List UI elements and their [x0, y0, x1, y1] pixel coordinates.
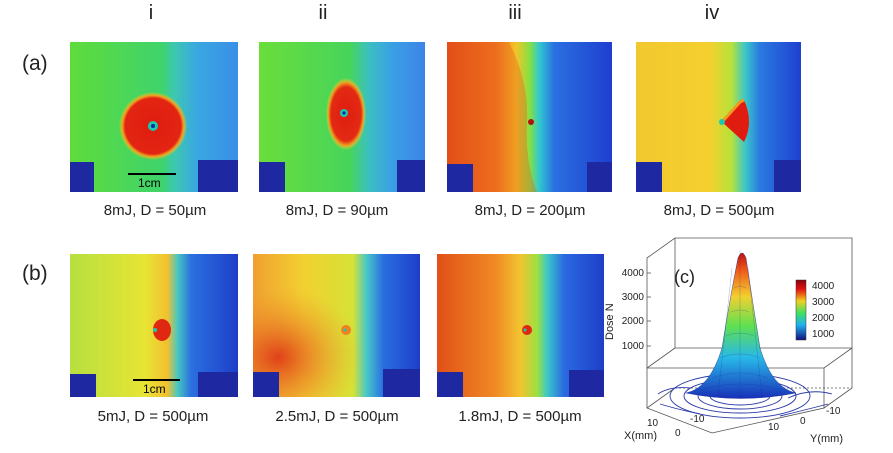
scale-bar-b: [133, 379, 180, 381]
heatmap-panel-b-i: [70, 254, 238, 397]
caption-b-i: 5mJ, D = 500µm: [97, 408, 209, 425]
surface-peak: [685, 252, 797, 399]
column-header-iv: iv: [704, 2, 720, 24]
y-tick-label: 10: [768, 422, 780, 433]
heatmap-panel-a-iii: [447, 42, 612, 192]
scale-bar-label: 1cm: [138, 176, 161, 190]
z-axis-label: Dose N: [604, 303, 616, 340]
y-tick-label: -10: [826, 406, 841, 417]
colorbar-tick: 4000: [812, 281, 835, 292]
heatmap-panel-a-iv: [636, 42, 801, 192]
column-header-i: i: [148, 2, 154, 24]
surface-mesh: [699, 250, 783, 398]
scale-bar: [128, 173, 176, 175]
heatmap-panel-a-i: [70, 42, 238, 192]
column-header-iii: iii: [508, 2, 522, 24]
caption-a-i: 8mJ, D = 50µm: [103, 202, 207, 219]
colorbar-tick: 3000: [812, 297, 835, 308]
y-tick-label: 0: [800, 416, 806, 427]
y-axis-label: Y(mm): [810, 433, 843, 445]
z-tick-label: 4000: [622, 268, 645, 279]
panel-label-c: (c): [674, 267, 695, 287]
heatmap-panel-b-iii: [437, 254, 604, 397]
scale-bar-label-b: 1cm: [143, 382, 166, 396]
x-tick-label: 0: [675, 428, 681, 439]
z-tick-label: 1000: [622, 341, 645, 352]
column-header-ii: ii: [318, 2, 328, 24]
z-ticks: [647, 272, 651, 347]
row-label-a: (a): [22, 52, 48, 75]
z-tick-label: 3000: [622, 292, 645, 303]
caption-b-ii: 2.5mJ, D = 500µm: [275, 408, 399, 425]
row-label-b: (b): [22, 262, 48, 285]
caption-b-iii: 1.8mJ, D = 500µm: [458, 408, 582, 425]
z-tick-label: 2000: [622, 316, 645, 327]
heatmap-panel-b-ii: [253, 254, 420, 397]
x-tick-label: -10: [690, 414, 705, 425]
x-axis-label: X(mm): [624, 430, 657, 442]
x-tick-label: 10: [647, 418, 659, 429]
caption-a-ii: 8mJ, D = 90µm: [285, 202, 389, 219]
heatmap-panel-a-ii: [259, 42, 425, 192]
colorbar-tick: 1000: [812, 329, 835, 340]
surface-plot: 4000 3000 2000 1000 (c) 1000 2000 3000 4…: [604, 237, 853, 445]
colorbar: [795, 279, 807, 341]
caption-a-iv: 8mJ, D = 500µm: [663, 202, 775, 219]
caption-a-iii: 8mJ, D = 200µm: [474, 202, 586, 219]
colorbar-tick: 2000: [812, 313, 835, 324]
